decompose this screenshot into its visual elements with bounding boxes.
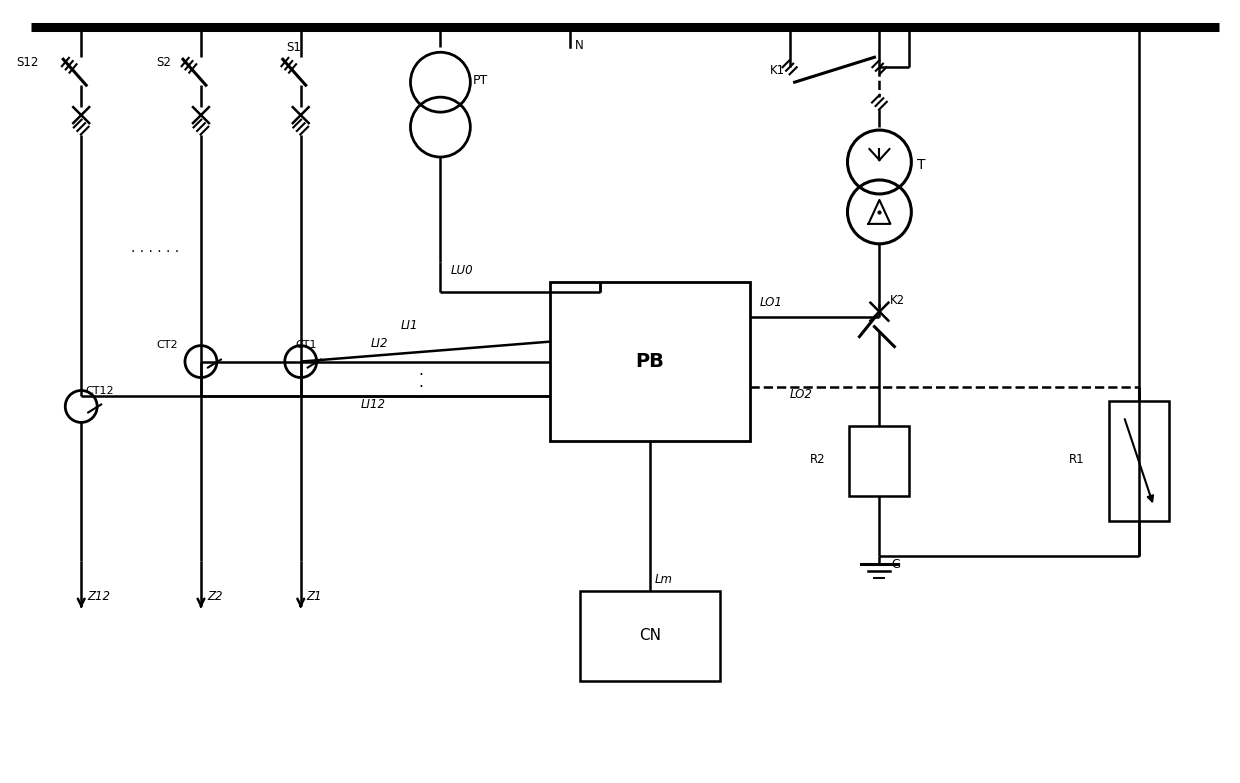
- Text: G: G: [892, 558, 900, 571]
- Text: S1: S1: [285, 41, 300, 54]
- Text: CT2: CT2: [156, 340, 177, 349]
- Text: Z1: Z1: [306, 590, 322, 603]
- Text: ·: ·: [418, 367, 423, 383]
- Bar: [580, 591, 719, 681]
- Text: PB: PB: [635, 352, 665, 371]
- Text: LI1: LI1: [401, 319, 418, 332]
- Text: N: N: [575, 39, 584, 52]
- Text: CT1: CT1: [295, 340, 317, 349]
- Text: ·: ·: [418, 392, 423, 406]
- Text: Lm: Lm: [655, 573, 673, 586]
- Text: CT12: CT12: [86, 387, 114, 396]
- Text: S2: S2: [156, 56, 171, 69]
- Text: K1: K1: [770, 64, 785, 78]
- Text: Z12: Z12: [87, 590, 110, 603]
- Bar: [1109, 402, 1169, 521]
- Text: ·: ·: [418, 380, 423, 395]
- Bar: [551, 282, 750, 442]
- Text: LO2: LO2: [790, 388, 812, 402]
- Text: Z2: Z2: [207, 590, 222, 603]
- Text: R2: R2: [810, 453, 825, 467]
- Text: · · · · · ·: · · · · · ·: [131, 245, 180, 259]
- Text: CN: CN: [639, 629, 661, 644]
- Text: LI2: LI2: [371, 337, 388, 349]
- Text: LU0: LU0: [450, 264, 472, 276]
- Text: LI12: LI12: [361, 399, 386, 411]
- Text: R1: R1: [1069, 453, 1085, 467]
- Text: PT: PT: [472, 74, 487, 87]
- Bar: [849, 427, 909, 496]
- Text: K2: K2: [889, 294, 904, 307]
- Text: S12: S12: [16, 56, 38, 69]
- Text: T: T: [918, 158, 926, 172]
- Text: LO1: LO1: [760, 296, 782, 309]
